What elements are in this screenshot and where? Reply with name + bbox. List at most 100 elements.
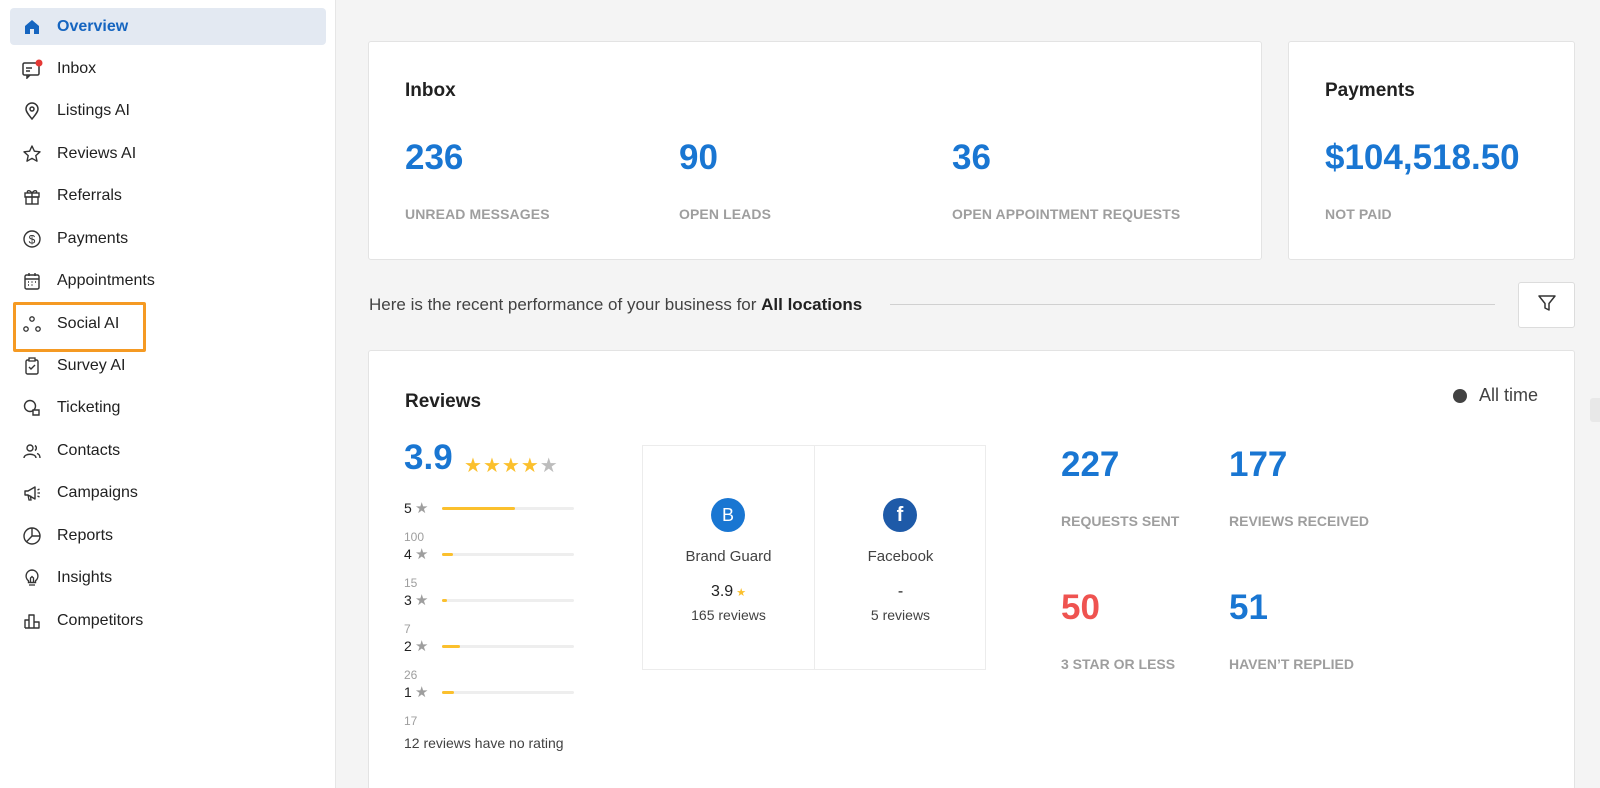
time-range-selector[interactable]: All time	[1453, 385, 1538, 406]
sidebar-item-appointments[interactable]: Appointments	[10, 262, 326, 299]
star-icon: ★	[520, 455, 540, 477]
rating-count: 17	[404, 714, 418, 728]
card-title: Reviews	[405, 391, 482, 412]
sidebar-item-label: Reports	[57, 526, 114, 544]
lightbulb-icon	[21, 567, 43, 589]
rating-bar-fill	[442, 598, 448, 602]
average-rating: 3.9	[404, 438, 453, 477]
star-icon: ★	[539, 455, 559, 477]
rating-bar-fill	[442, 644, 461, 648]
rating-bar-fill	[442, 552, 453, 556]
star-icon: ★	[415, 546, 429, 563]
sidebar-item-ticketing[interactable]: Ticketing	[10, 389, 326, 426]
three-star-or-less-value[interactable]: 50	[1061, 588, 1100, 627]
source-review-count: 165 reviews	[691, 607, 766, 623]
rating-count: 26	[404, 668, 418, 682]
divider	[814, 446, 815, 669]
time-range-label: All time	[1479, 385, 1539, 405]
sidebar: Overview Inbox Listings AI Reviews AI Re…	[0, 0, 336, 788]
sidebar-item-contacts[interactable]: Contacts	[10, 432, 326, 469]
card-title: Inbox	[405, 80, 456, 101]
rating-bar	[442, 506, 574, 510]
star-icon: ★	[736, 587, 747, 599]
open-leads-value[interactable]: 90	[679, 138, 718, 177]
rating-level: 5	[404, 500, 412, 516]
bar-chart-icon	[21, 610, 43, 632]
rating-row-2[interactable]: 2 ★	[404, 638, 574, 655]
sidebar-item-campaigns[interactable]: Campaigns	[10, 474, 326, 511]
sidebar-item-listings-ai[interactable]: Listings AI	[10, 92, 326, 129]
rating-level: 1	[404, 684, 412, 700]
clock-icon	[1453, 388, 1467, 403]
facebook-icon: f	[883, 498, 917, 532]
sidebar-item-social-ai[interactable]: Social AI	[10, 305, 326, 342]
source-name: Facebook	[867, 548, 934, 565]
open-appointment-requests-value[interactable]: 36	[952, 138, 991, 177]
filter-button[interactable]	[1518, 282, 1575, 328]
open-appointment-requests-label: OPEN APPOINTMENT REQUESTS	[952, 206, 1181, 222]
star-icon: ★	[415, 592, 429, 609]
sidebar-item-label: Contacts	[57, 441, 121, 459]
divider	[890, 304, 1495, 305]
sidebar-item-label: Survey AI	[57, 356, 126, 374]
requests-sent-label: REQUESTS SENT	[1061, 513, 1180, 529]
reviews-received-value[interactable]: 177	[1229, 445, 1288, 484]
havent-replied-label: HAVEN’T REPLIED	[1229, 656, 1354, 672]
not-paid-label: NOT PAID	[1325, 206, 1392, 222]
brand-guard-icon: B	[711, 498, 745, 532]
rating-row-3[interactable]: 3 ★	[404, 592, 574, 609]
sidebar-item-label: Ticketing	[57, 398, 121, 416]
rating-count: 100	[404, 530, 425, 544]
inbox-icon	[21, 58, 43, 80]
payments-card: Payments $104,518.50 NOT PAID	[1288, 41, 1575, 260]
dollar-icon: $	[21, 228, 43, 250]
sidebar-item-label: Competitors	[57, 611, 144, 629]
not-paid-value[interactable]: $104,518.50	[1325, 138, 1520, 177]
megaphone-icon	[21, 482, 43, 504]
sidebar-item-label: Insights	[57, 568, 113, 586]
sidebar-item-inbox[interactable]: Inbox	[10, 50, 326, 87]
havent-replied-value[interactable]: 51	[1229, 588, 1268, 627]
rating-bar	[442, 552, 574, 556]
reviews-card: Reviews	[368, 350, 1575, 788]
rating-row-1[interactable]: 1 ★	[404, 684, 574, 701]
sidebar-item-reviews-ai[interactable]: Reviews AI	[10, 135, 326, 172]
sidebar-item-label: Campaigns	[57, 483, 138, 501]
star-icon: ★	[482, 455, 502, 477]
map-pin-icon	[21, 100, 43, 122]
clipboard-check-icon	[21, 355, 43, 377]
filter-icon	[1536, 292, 1558, 319]
source-brand-guard[interactable]: B Brand Guard 3.9 ★ 165 reviews	[643, 446, 814, 669]
source-facebook[interactable]: f Facebook - 5 reviews	[815, 446, 986, 669]
sidebar-item-survey-ai[interactable]: Survey AI	[10, 347, 326, 384]
no-rating-note: 12 reviews have no rating	[404, 735, 564, 751]
sidebar-item-reports[interactable]: Reports	[10, 517, 326, 554]
star-icon: ★	[415, 684, 429, 701]
reviews-received-label: REVIEWS RECEIVED	[1229, 513, 1370, 529]
sidebar-item-label: Inbox	[57, 59, 97, 77]
rating-row-5[interactable]: 5 ★	[404, 500, 574, 517]
rating-bar	[442, 644, 574, 648]
gift-icon	[21, 185, 43, 207]
sidebar-item-label: Payments	[57, 229, 129, 247]
card-title: Payments	[1325, 80, 1415, 101]
sidebar-item-competitors[interactable]: Competitors	[10, 602, 326, 639]
unread-messages-label: UNREAD MESSAGES	[405, 206, 550, 222]
rating-row-4[interactable]: 4 ★	[404, 546, 574, 563]
sidebar-item-referrals[interactable]: Referrals	[10, 177, 326, 214]
unread-messages-value[interactable]: 236	[405, 138, 464, 177]
rating-bar-fill	[442, 506, 515, 510]
requests-sent-value[interactable]: 227	[1061, 445, 1120, 484]
sidebar-item-overview[interactable]: Overview	[10, 8, 326, 45]
sidebar-item-insights[interactable]: Insights	[10, 559, 326, 596]
star-icon: ★	[501, 455, 521, 477]
side-panel-handle[interactable]	[1590, 398, 1600, 422]
chat-bubbles-icon	[21, 397, 43, 419]
review-sources: B Brand Guard 3.9 ★ 165 reviews f Faceboo…	[642, 445, 986, 670]
source-rating: -	[897, 583, 904, 600]
sidebar-item-label: Reviews AI	[57, 144, 137, 162]
rating-level: 3	[404, 592, 412, 608]
source-name: Brand Guard	[685, 548, 772, 565]
location-selector[interactable]: All locations	[761, 295, 863, 314]
sidebar-item-payments[interactable]: $ Payments	[10, 220, 326, 257]
